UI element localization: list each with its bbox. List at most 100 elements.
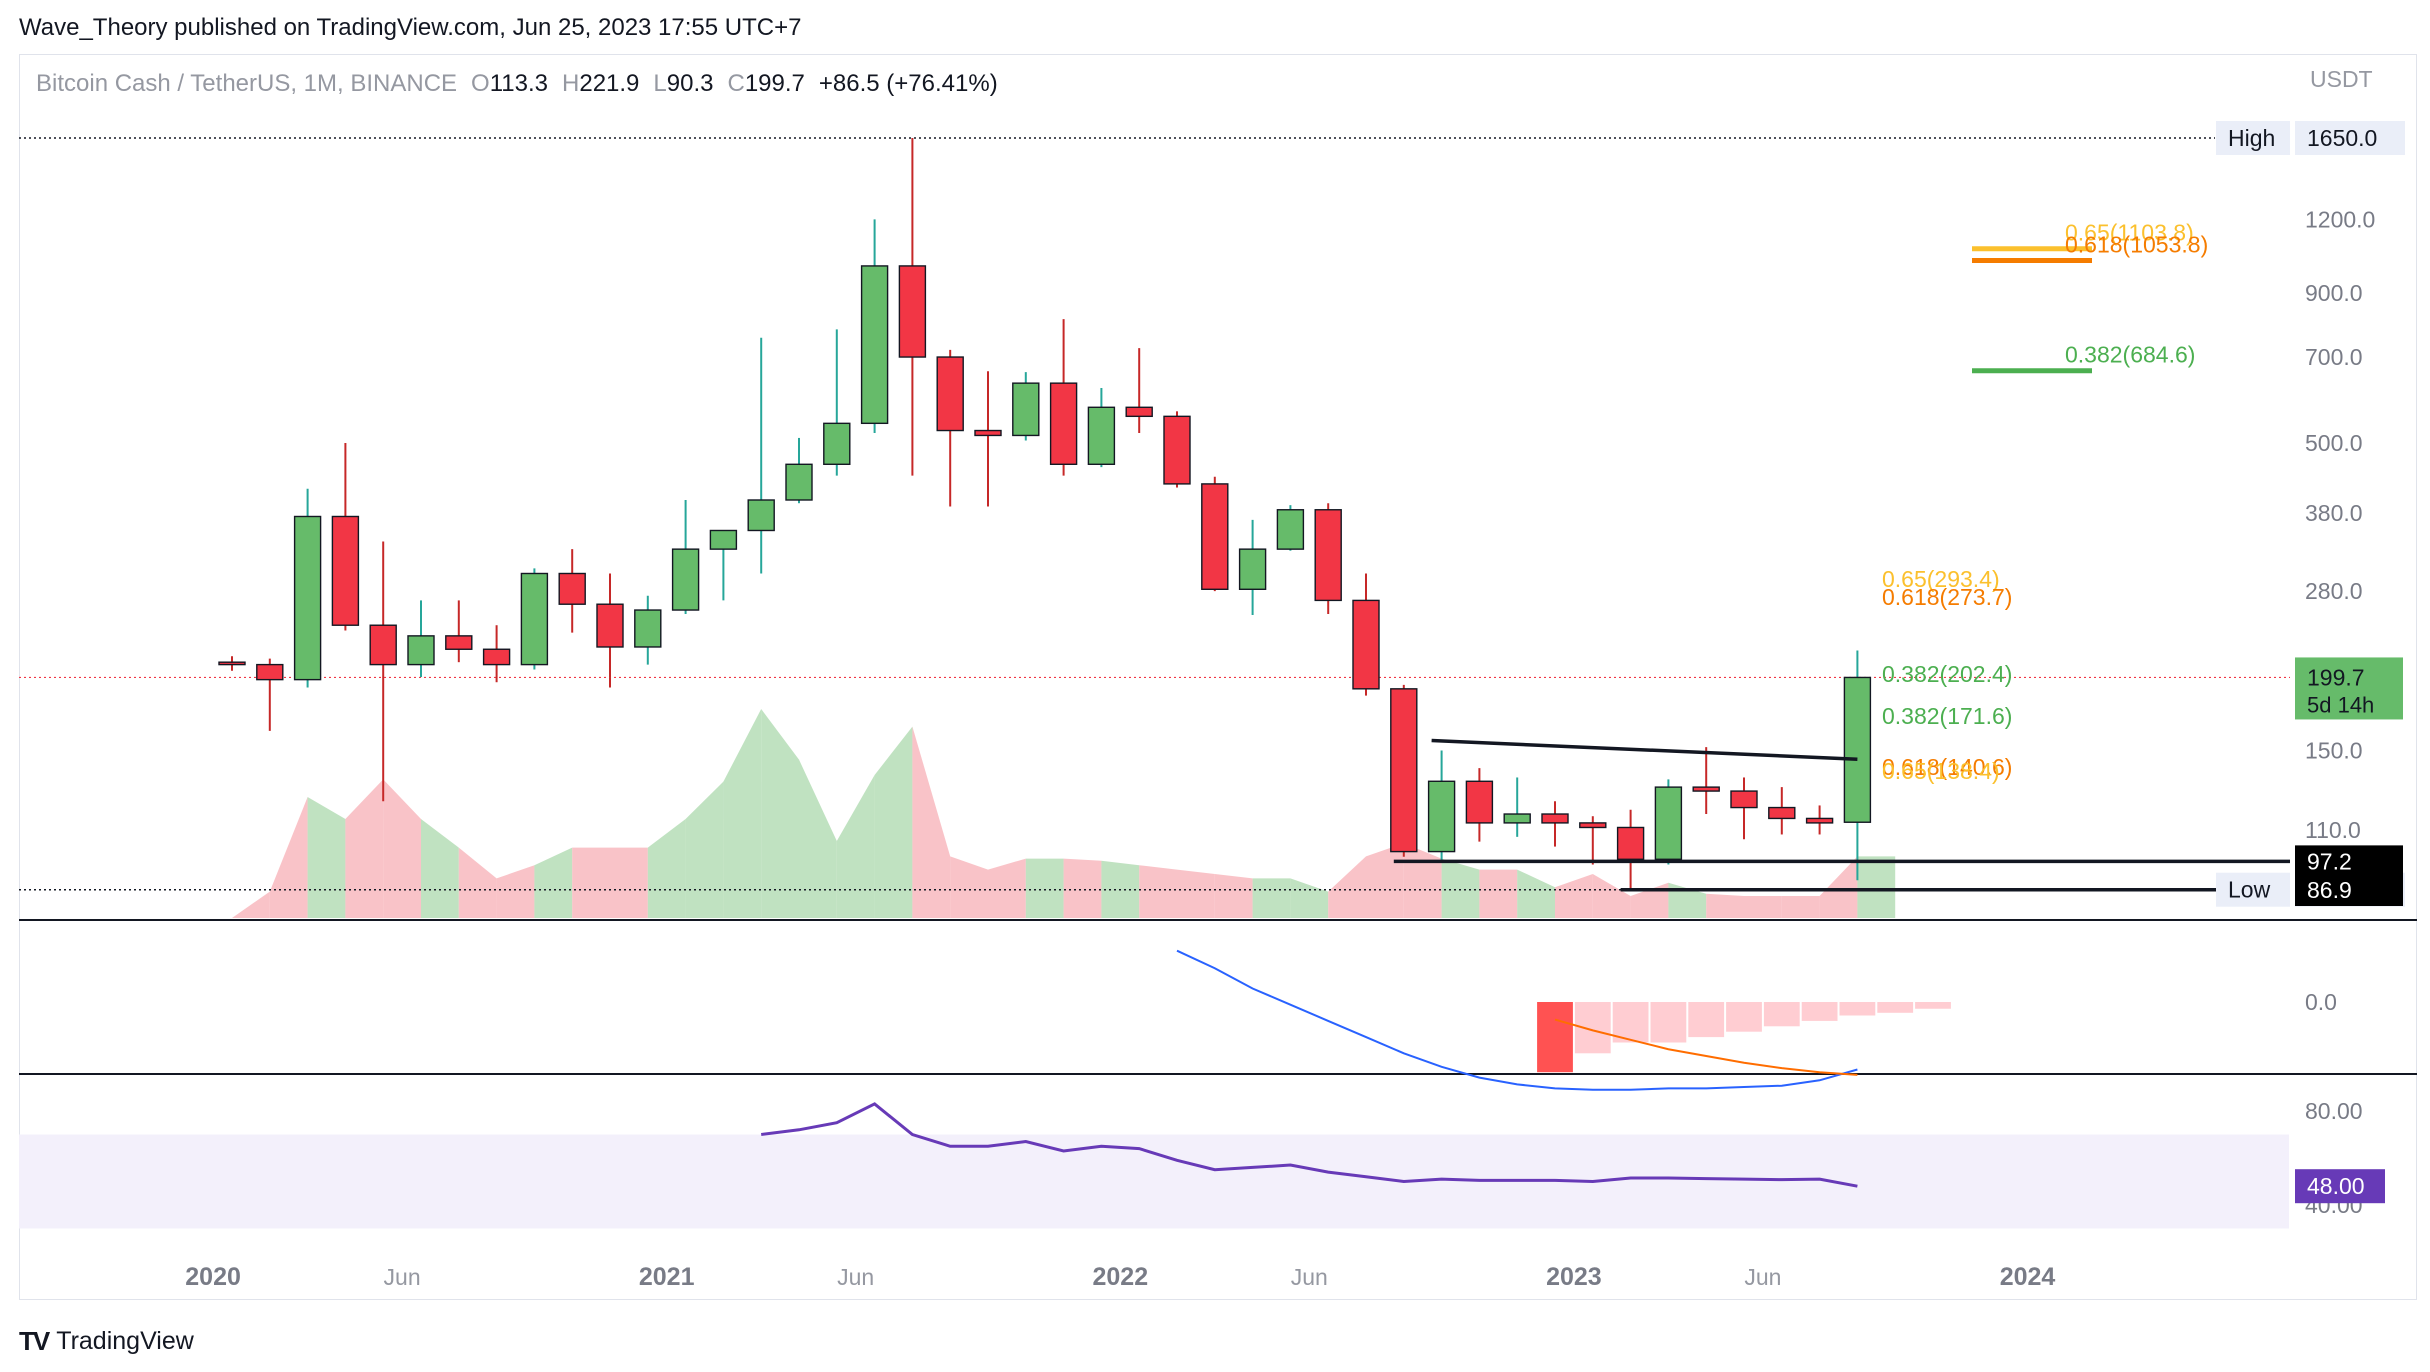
- candle: [1541, 801, 1569, 847]
- tradingview-logo[interactable]: TV TradingView: [19, 1326, 194, 1357]
- candle: [256, 658, 284, 731]
- time-axis-label: Jun: [1291, 1264, 1328, 1290]
- candle: [747, 337, 775, 574]
- volume-segment: [950, 856, 988, 918]
- macd-histogram-bar: [1915, 1002, 1951, 1009]
- price-chart[interactable]: 0.65(1103.8)0.618(1053.8) 0.382(684.6) 0.6…: [0, 0, 2430, 1300]
- candle: [1314, 503, 1342, 615]
- candle: [936, 349, 964, 507]
- volume-segment: [496, 865, 535, 918]
- time-axis: 2020 Jun 2021 Jun 2022 Jun 2023 Jun 2024: [185, 1263, 2055, 1291]
- rsi-line: [761, 1102, 1858, 1188]
- candle-body: [1730, 790, 1758, 809]
- trend-line: [1431, 738, 1858, 761]
- macd-histogram-bar: [1537, 1002, 1573, 1073]
- candle-body: [369, 624, 397, 666]
- candle: [520, 568, 549, 670]
- candle-body: [482, 648, 511, 666]
- candle: [482, 625, 511, 683]
- volume-segment: [1744, 896, 1782, 918]
- candle-body: [860, 265, 889, 425]
- candle: [1654, 779, 1683, 865]
- volume-segment: [307, 797, 346, 918]
- volume-segment: [345, 779, 384, 918]
- macd-histogram-bar: [1726, 1002, 1762, 1032]
- candle-body: [1163, 415, 1191, 485]
- volume-segment: [1214, 874, 1253, 918]
- candle: [1201, 476, 1229, 592]
- candle: [1692, 747, 1720, 815]
- candle: [1276, 505, 1305, 551]
- candle-body: [823, 422, 851, 465]
- time-axis-label: 2024: [2000, 1263, 2056, 1291]
- macd-histogram-bar: [1650, 1002, 1687, 1043]
- candle-body: [1654, 786, 1683, 860]
- low-tag-bg: [2216, 872, 2290, 907]
- time-axis-label: 2020: [185, 1263, 241, 1291]
- candle-body: [331, 515, 360, 626]
- candle: [218, 656, 246, 671]
- candle: [1087, 388, 1116, 468]
- fib-level-label: 0.618(273.7): [1882, 584, 2012, 610]
- candle-body: [1427, 780, 1456, 853]
- symbol-name[interactable]: Bitcoin Cash / TetherUS, 1M, BINANCE: [36, 70, 458, 97]
- tradingview-logo-icon: TV: [19, 1326, 50, 1356]
- last-price-badge-bg: [2295, 657, 2403, 720]
- candle: [974, 371, 1002, 507]
- currency-label[interactable]: USDT: [2310, 66, 2373, 92]
- low-mark-tag-bg: [2295, 874, 2403, 906]
- volume-segment: [458, 847, 497, 918]
- candle: [1427, 750, 1456, 862]
- volume-layer: [232, 709, 1896, 918]
- low-tag-label: Low: [2228, 877, 2271, 903]
- candle-body: [1503, 813, 1531, 824]
- macd-histogram-bar: [1877, 1002, 1914, 1013]
- low-label: L: [653, 70, 667, 97]
- price-tick-label: 110.0: [2305, 817, 2361, 843]
- candle-body: [558, 572, 586, 605]
- rsi-current-badge-bg: [2295, 1169, 2385, 1204]
- candle-body: [218, 661, 246, 666]
- candle-body: [974, 429, 1002, 437]
- candle-body: [671, 548, 700, 611]
- price-tick-label: 150.0: [2305, 738, 2363, 764]
- pane-separators: [19, 919, 2417, 1075]
- volume-segment: [723, 709, 762, 918]
- candle: [1843, 650, 1872, 881]
- high-tag-label: High: [2228, 125, 2275, 151]
- candle: [1579, 816, 1607, 865]
- candle: [445, 600, 473, 663]
- candle: [634, 595, 662, 665]
- candle-body: [293, 515, 322, 681]
- candle: [369, 541, 397, 802]
- volume-segment: [1517, 869, 1555, 918]
- high-tag-value: 1650.0: [2307, 125, 2377, 151]
- high-value: 221.9: [579, 70, 640, 97]
- publisher-line: Wave_Theory published on TradingView.com…: [19, 14, 802, 41]
- price-axis: 1200.0 900.0 700.0 500.0 380.0 280.0 150.0 110.…: [2216, 121, 2405, 907]
- volume-segment: [1857, 856, 1896, 918]
- high-tag-bg: [2216, 121, 2290, 155]
- candle-body: [1616, 826, 1645, 860]
- volume-segment: [799, 759, 837, 918]
- candle-body: [709, 529, 738, 550]
- candle: [1012, 372, 1040, 441]
- open-label: O: [471, 70, 490, 97]
- candle: [1730, 777, 1758, 840]
- close-value: 199.7: [744, 70, 805, 97]
- rsi-band: [19, 1134, 2289, 1229]
- candle: [709, 529, 738, 601]
- candle-body: [1314, 509, 1342, 602]
- macd-histogram-bar: [1839, 1002, 1876, 1016]
- candle: [1768, 787, 1796, 835]
- candle-body: [256, 663, 284, 681]
- volume-segment: [610, 847, 648, 918]
- time-axis-label: 2021: [639, 1263, 695, 1291]
- symbol-legend: Bitcoin Cash / TetherUS, 1M, BINANCE O113…: [36, 70, 998, 98]
- volume-segment: [232, 891, 270, 918]
- candle: [671, 499, 700, 615]
- candle: [558, 549, 586, 633]
- candle-body: [1276, 509, 1305, 550]
- support-price-tag: 97.2: [2307, 848, 2352, 874]
- candle: [1503, 777, 1531, 837]
